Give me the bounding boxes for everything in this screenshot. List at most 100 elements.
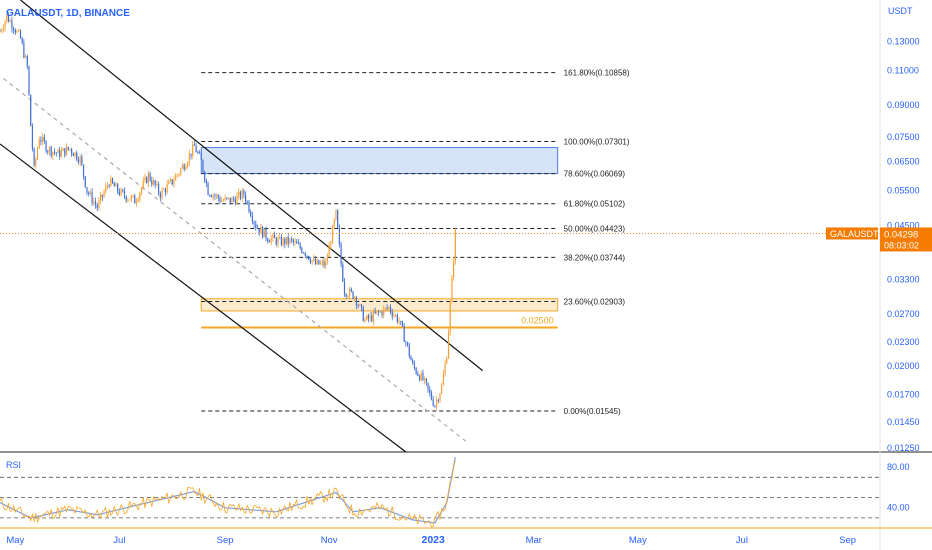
support-zone[interactable] [200,298,559,312]
candle-235[interactable] [400,320,402,326]
candle-188[interactable] [320,259,322,266]
candle-81[interactable] [137,196,139,203]
channel-upper-line[interactable] [20,0,484,372]
candle-223[interactable] [379,310,381,314]
candle-129[interactable] [219,195,221,204]
candle-246[interactable] [418,374,421,382]
candle-102[interactable] [173,176,175,188]
candle-2[interactable] [2,24,5,33]
candle-74[interactable] [125,195,127,203]
candle-87[interactable] [147,170,149,188]
candle-93[interactable] [158,181,160,196]
candle-7[interactable] [11,16,13,33]
candle-171[interactable] [291,236,293,244]
candle-94[interactable] [159,191,161,202]
candle-113[interactable] [192,140,194,160]
candle-54[interactable] [91,188,93,206]
candle-86[interactable] [146,176,148,184]
candle-80[interactable] [135,198,138,208]
candle-83[interactable] [140,187,143,196]
candle-184[interactable] [313,254,315,262]
candle-261[interactable] [444,359,446,377]
candle-250[interactable] [425,377,427,386]
candle-190[interactable] [323,258,325,269]
candle-47[interactable] [79,155,81,167]
candle-100[interactable] [169,177,172,183]
candle-172[interactable] [292,238,294,246]
channel-lower-line[interactable] [0,143,407,453]
candle-153[interactable] [260,224,262,233]
candle-85[interactable] [144,173,146,183]
candle-215[interactable] [366,314,368,321]
candle-53[interactable] [89,189,91,196]
candle-138[interactable] [234,196,236,206]
candle-101[interactable] [171,178,173,186]
candle-243[interactable] [413,360,416,371]
candle-41[interactable] [69,148,71,152]
candle-158[interactable] [268,239,271,243]
candle-114[interactable] [193,140,196,146]
candle-177[interactable] [301,246,303,254]
candle-59[interactable] [100,192,102,205]
candle-161[interactable] [273,231,276,239]
candle-137[interactable] [233,196,235,202]
candle-258[interactable] [439,393,441,403]
candle-38[interactable] [64,148,66,158]
candle-193[interactable] [328,241,330,257]
candle-62[interactable] [105,182,107,195]
candle-205[interactable] [349,286,351,299]
candle-224[interactable] [381,310,383,319]
candle-220[interactable] [374,307,376,315]
candle-133[interactable] [226,197,228,201]
candle-191[interactable] [325,257,327,269]
candle-230[interactable] [391,308,393,321]
candle-128[interactable] [217,193,219,202]
candle-254[interactable] [432,395,434,407]
candle-65[interactable] [110,175,112,187]
candle-29[interactable] [48,146,51,156]
candle-48[interactable] [81,153,83,166]
candle-174[interactable] [296,238,298,244]
candle-131[interactable] [222,198,225,202]
candle-112[interactable] [190,153,192,160]
candle-35[interactable] [59,146,61,160]
candle-0[interactable] [0,28,1,32]
candle-58[interactable] [98,196,100,211]
candle-152[interactable] [258,228,260,237]
candle-123[interactable] [209,194,211,198]
candle-166[interactable] [282,237,284,247]
candle-212[interactable] [360,304,363,312]
channel-mid-line[interactable] [3,77,466,442]
candle-28[interactable] [47,149,49,155]
candle-136[interactable] [231,196,233,203]
candle-249[interactable] [424,376,426,385]
candle-61[interactable] [103,189,105,199]
candle-175[interactable] [297,239,300,245]
candle-151[interactable] [256,224,259,230]
rsi-pane[interactable]: RSI 80.00 40.00 [0,456,910,528]
candle-44[interactable] [74,152,76,158]
candle-45[interactable] [76,150,78,162]
candle-259[interactable] [441,382,443,395]
candle-169[interactable] [287,233,289,248]
candle-260[interactable] [442,370,445,386]
candle-90[interactable] [152,177,155,186]
candle-239[interactable] [406,341,409,347]
candle-176[interactable] [299,241,301,250]
candle-213[interactable] [362,305,364,322]
candle-77[interactable] [130,194,132,203]
candle-164[interactable] [279,232,281,240]
candle-98[interactable] [166,180,168,195]
candle-148[interactable] [251,212,254,225]
candle-63[interactable] [106,181,109,190]
candle-192[interactable] [326,253,329,265]
candle-170[interactable] [289,238,291,246]
candle-159[interactable] [270,234,272,246]
supply-zone[interactable] [200,147,559,175]
candle-120[interactable] [204,170,206,184]
candle-5[interactable] [7,12,10,23]
candle-144[interactable] [244,191,247,205]
candle-89[interactable] [151,176,153,188]
candle-88[interactable] [149,171,151,182]
